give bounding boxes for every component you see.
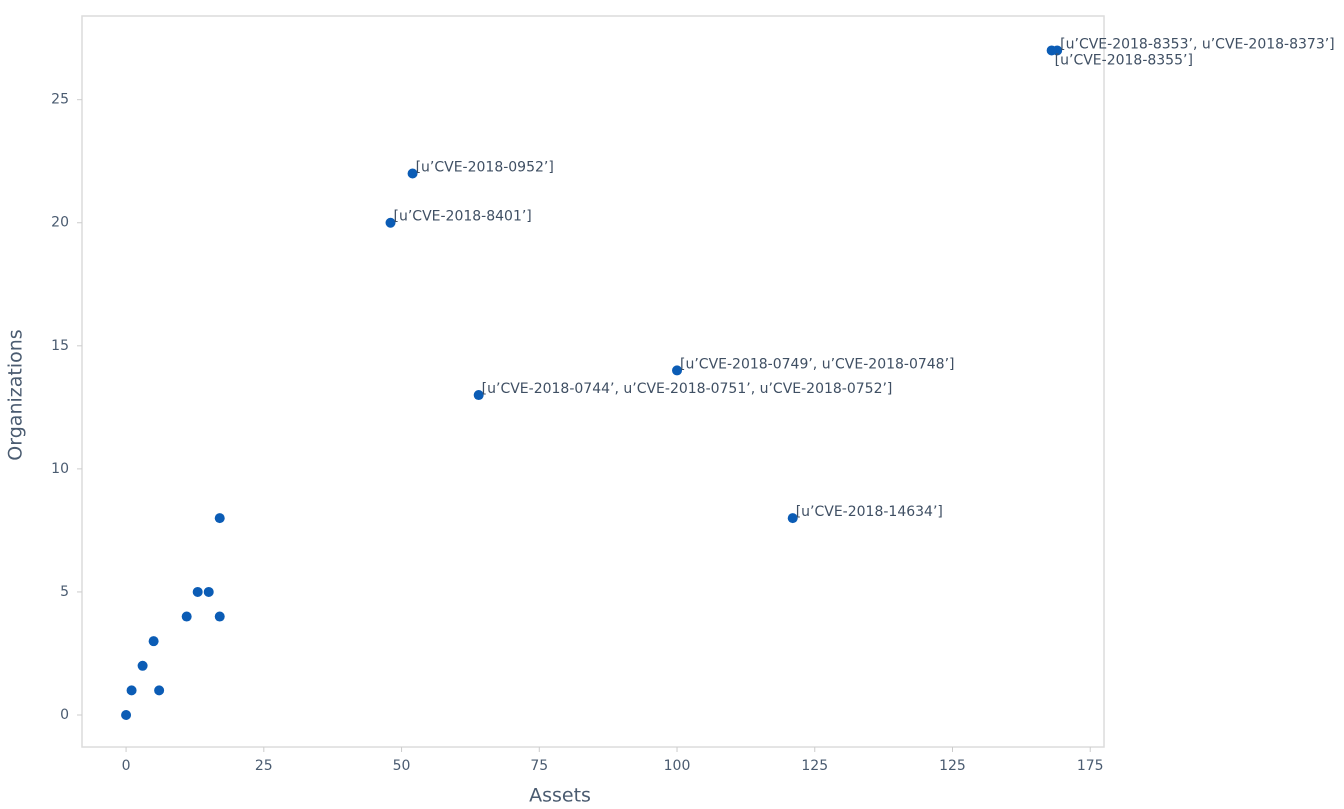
y-tick-label: 0 xyxy=(60,707,69,723)
y-tick-label: 20 xyxy=(51,215,69,231)
point xyxy=(473,390,484,401)
point-label: [u’CVE-2018-0749’, u’CVE-2018-0748’] xyxy=(680,356,955,372)
point xyxy=(672,365,683,376)
plot-frame xyxy=(81,15,1105,748)
point xyxy=(154,685,165,696)
x-tick-label: 25 xyxy=(255,758,273,774)
y-axis-label: Organizations xyxy=(5,329,27,460)
point xyxy=(137,660,148,671)
y-tick-label: 5 xyxy=(60,584,69,600)
x-tick-label: 175 xyxy=(1077,758,1104,774)
y-tick-label: 25 xyxy=(51,92,69,108)
point xyxy=(407,168,418,179)
point xyxy=(126,685,137,696)
point xyxy=(148,636,159,647)
point xyxy=(203,586,214,597)
x-axis-label: Assets xyxy=(529,785,591,807)
point xyxy=(214,513,225,524)
point xyxy=(385,217,396,228)
point xyxy=(192,586,203,597)
point-label: [u’CVE-2018-14634’] xyxy=(796,504,943,520)
x-tick-label: 75 xyxy=(530,758,548,774)
point xyxy=(121,710,132,721)
x-tick-label: 0 xyxy=(122,758,131,774)
point xyxy=(1046,45,1057,56)
point xyxy=(787,513,798,524)
y-tick-label: 10 xyxy=(51,461,69,477)
point xyxy=(214,611,225,622)
point-label: [u’CVE-2018-8401’] xyxy=(394,209,532,225)
x-tick-label: 125 xyxy=(939,758,966,774)
point-label: [u’CVE-2018-8355’] xyxy=(1055,52,1193,68)
x-tick-label: 100 xyxy=(664,758,691,774)
x-tick-label: 125 xyxy=(801,758,828,774)
point-label: [u’CVE-2018-8353’, u’CVE-2018-8373’] xyxy=(1060,36,1335,52)
x-tick-label: 50 xyxy=(393,758,411,774)
point xyxy=(181,611,192,622)
y-tick-label: 15 xyxy=(51,338,69,354)
point-label: [u’CVE-2018-0952’] xyxy=(416,160,554,176)
point-label: [u’CVE-2018-0744’, u’CVE-2018-0751’, u’C… xyxy=(482,381,893,397)
